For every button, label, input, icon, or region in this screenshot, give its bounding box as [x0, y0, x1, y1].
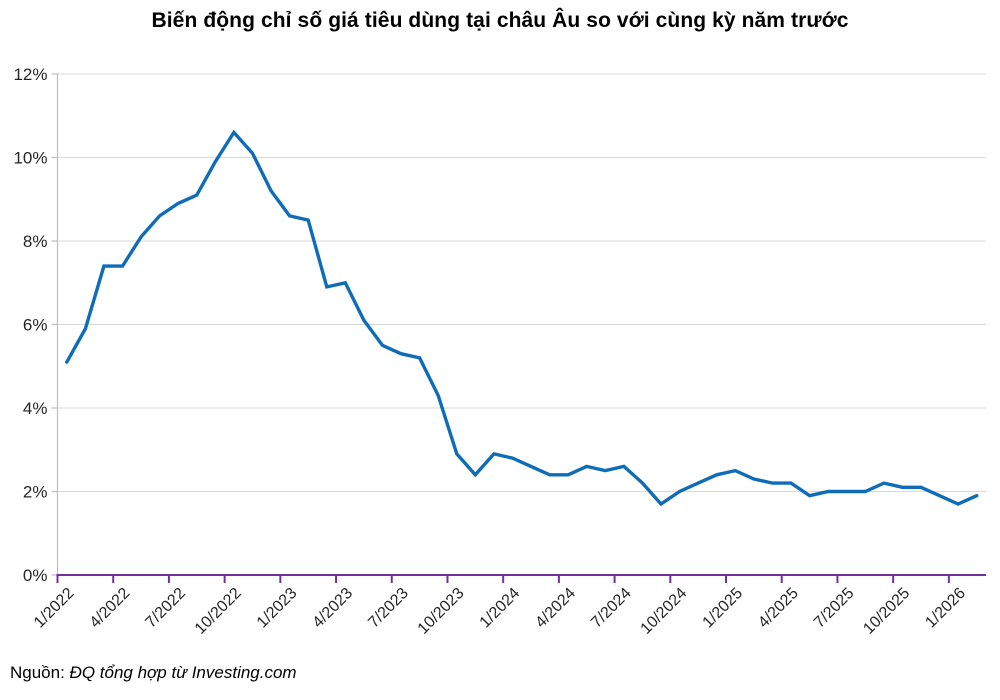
y-tick-label: 4% [23, 399, 48, 418]
source-note: Nguồn: ĐQ tổng hợp từ Investing.com [10, 663, 297, 683]
x-tick-label: 1/2024 [477, 585, 524, 632]
data-line [65, 129, 979, 507]
source-prefix: Nguồn: [10, 663, 70, 682]
x-tick-label: 7/2022 [142, 585, 189, 632]
x-tick-label: 4/2023 [310, 585, 357, 632]
y-tick-label: 6% [23, 316, 48, 335]
x-tick-label: 10/2022 [192, 585, 245, 638]
x-tick-label: 7/2024 [588, 585, 635, 632]
x-tick-label: 4/2025 [755, 585, 802, 632]
x-tick-label: 7/2023 [365, 585, 412, 632]
x-tick-label: 10/2025 [860, 585, 913, 638]
x-tick-label: 1/2025 [700, 585, 747, 632]
x-tick-label: 1/2022 [31, 585, 78, 632]
x-tick-label: 10/2023 [415, 585, 468, 638]
y-tick-label: 10% [13, 149, 47, 168]
y-tick-label: 8% [23, 232, 48, 251]
y-tick-label: 2% [23, 483, 48, 502]
x-tick-label: 7/2025 [811, 585, 858, 632]
x-tick-label: 1/2023 [254, 585, 301, 632]
x-tick-label: 4/2022 [87, 585, 134, 632]
y-tick-label: 0% [23, 566, 48, 585]
x-tick-label: 4/2024 [532, 585, 579, 632]
y-tick-label: 12% [13, 65, 47, 84]
x-tick-label: 10/2024 [638, 585, 691, 638]
source-text: ĐQ tổng hợp từ Investing.com [69, 663, 297, 682]
x-tick-label: 1/2026 [922, 585, 969, 632]
chart-title: Biến động chỉ số giá tiêu dùng tại châu … [151, 9, 849, 32]
